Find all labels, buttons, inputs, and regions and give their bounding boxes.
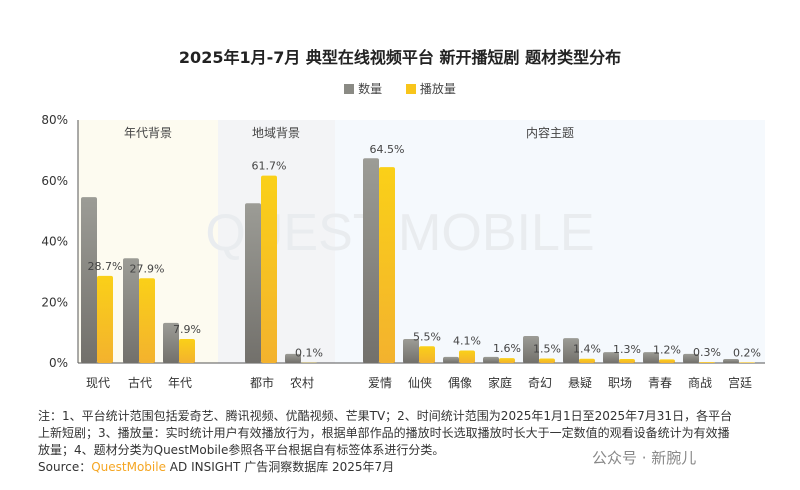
bar-count <box>163 322 179 363</box>
data-label: 7.9% <box>173 323 201 336</box>
bar-count <box>123 258 139 363</box>
bar-count <box>363 158 379 363</box>
bar-plays <box>261 175 277 363</box>
source-line: Source：QuestMobile AD INSIGHT 广告洞察数据库 20… <box>38 459 768 476</box>
data-label: 0.3% <box>693 346 721 359</box>
data-label: 1.5% <box>533 342 561 355</box>
group-label: 地域背景 <box>252 126 300 140</box>
data-label: 1.3% <box>613 343 641 356</box>
x-tick-label: 都市 <box>250 375 274 390</box>
x-tick-label: 古代 <box>128 375 152 390</box>
notes-text: 注：1、平台统计范围包括爱奇艺、腾讯视频、优酷视频、芒果TV；2、时间统计范围为… <box>38 409 733 457</box>
legend-label: 数量 <box>358 82 383 96</box>
wechat-watermark: 公众号 · 新腕儿 <box>592 449 697 467</box>
data-label: 0.2% <box>733 346 761 359</box>
y-tick-label: 20% <box>41 295 68 309</box>
bar-plays <box>179 339 195 363</box>
x-tick-label: 家庭 <box>488 375 512 390</box>
bar-plays <box>97 275 113 363</box>
chart-title: 2025年1月-7月 典型在线视频平台 新开播短剧 题材类型分布 <box>178 48 622 67</box>
legend-item-count: 数量 <box>344 80 382 97</box>
data-label: 61.7% <box>252 160 287 173</box>
bar-count <box>483 356 499 363</box>
source-brand: QuestMobile <box>91 460 166 474</box>
x-tick-label: 奇幻 <box>528 376 552 390</box>
bar-plays <box>419 346 435 363</box>
x-tick-label: 爱情 <box>368 376 392 390</box>
data-label: 64.5% <box>370 143 405 156</box>
x-tick-label: 偶像 <box>448 376 472 390</box>
bar-count <box>723 359 739 363</box>
source-rest: AD INSIGHT 广告洞察数据库 2025年7月 <box>165 460 395 474</box>
y-tick-label: 60% <box>41 174 68 188</box>
bar-count <box>683 353 699 363</box>
x-tick-label: 仙侠 <box>408 376 432 390</box>
legend-swatch-count <box>344 83 355 94</box>
bar-count <box>245 203 261 363</box>
bar-count <box>603 352 619 363</box>
y-tick-label: 40% <box>41 235 68 249</box>
footnote: 注：1、平台统计范围包括爱奇艺、腾讯视频、优酷视频、芒果TV；2、时间统计范围为… <box>38 408 768 476</box>
data-label: 1.6% <box>493 342 521 355</box>
group-label: 内容主题 <box>526 125 574 140</box>
bar-plays <box>739 362 755 363</box>
x-tick-label: 商战 <box>688 375 712 390</box>
legend-item-plays: 播放量 <box>405 80 456 97</box>
bar-count <box>81 197 97 363</box>
data-label: 0.1% <box>295 347 323 360</box>
bar-plays <box>379 167 395 363</box>
bar-plays <box>539 358 555 363</box>
data-label: 1.4% <box>573 343 601 356</box>
group-label: 年代背景 <box>124 126 172 140</box>
bar-chart: QUEST MOBILE 0%20%40%60%80%年代背景 地域背景 内容主题2… <box>41 113 765 390</box>
x-tick-label: 职场 <box>608 376 632 390</box>
group-bg-content <box>335 120 765 363</box>
x-tick-label: 现代 <box>86 376 110 390</box>
bar-count <box>563 338 579 363</box>
bar-plays <box>139 278 155 363</box>
x-tick-label: 青春 <box>648 376 672 390</box>
x-tick-label: 年代 <box>168 376 192 390</box>
bar-plays <box>499 358 515 363</box>
data-label: 5.5% <box>413 330 441 343</box>
x-tick-label: 宫廷 <box>728 375 752 390</box>
y-tick-label: 80% <box>41 113 68 127</box>
y-tick-label: 0% <box>49 356 68 370</box>
source-prefix: Source： <box>38 460 92 474</box>
bar-count <box>523 335 539 363</box>
bar-count <box>403 339 419 363</box>
data-label: 28.7% <box>88 260 123 273</box>
bar-plays <box>619 359 635 363</box>
bar-count <box>643 352 659 363</box>
bar-plays <box>659 359 675 363</box>
legend-label: 播放量 <box>419 82 456 96</box>
legend: 数量 播放量 <box>0 80 800 97</box>
bar-plays <box>699 362 715 363</box>
data-label: 4.1% <box>453 335 481 348</box>
data-label: 27.9% <box>130 262 165 275</box>
bar-count <box>443 356 459 363</box>
data-label: 1.2% <box>653 343 681 356</box>
bar-plays <box>459 350 475 363</box>
x-tick-label: 农村 <box>290 376 314 390</box>
bar-plays <box>579 358 595 363</box>
legend-swatch-plays <box>405 83 416 94</box>
bar-count <box>285 353 301 363</box>
x-tick-label: 悬疑 <box>568 375 592 390</box>
